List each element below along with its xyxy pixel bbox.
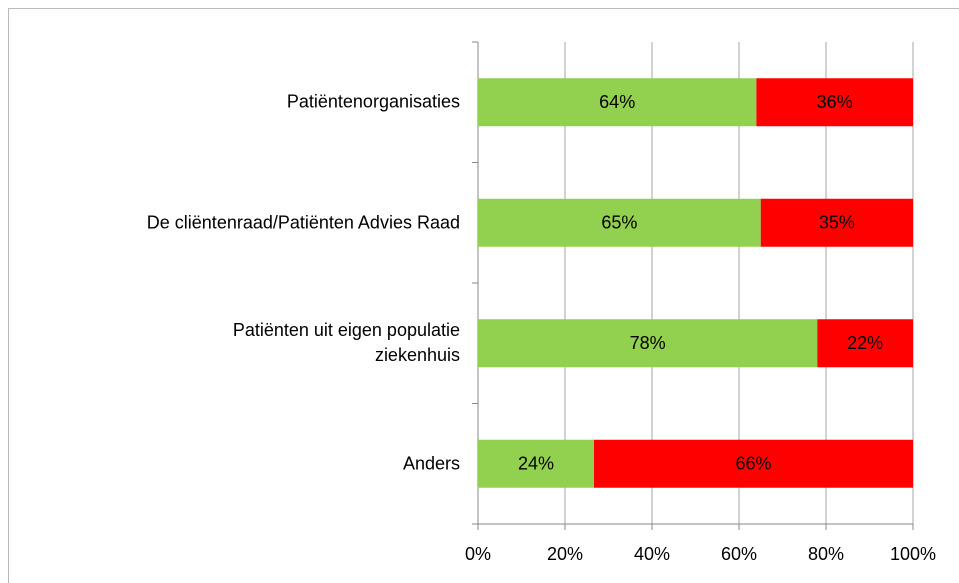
bar (478, 319, 818, 368)
x-tick-label: 100% (890, 544, 936, 564)
bar (760, 198, 913, 247)
x-tick-label: 80% (808, 544, 844, 564)
y-tick-label: Anders (402, 453, 460, 474)
chart-frame (8, 8, 959, 583)
bar (594, 439, 913, 488)
y-tick-label: De cliëntenraad/Patiënten Advies Raad (146, 212, 460, 233)
data-label: 64% (599, 92, 635, 112)
x-tick-label: 0% (465, 544, 491, 564)
bar (817, 319, 913, 368)
x-tick-label: 60% (721, 544, 757, 564)
data-label: 66% (735, 454, 771, 474)
y-tick-label: Patiënten uit eigen populatie ziekenhuis (232, 320, 460, 366)
bar (756, 78, 913, 127)
data-label: 65% (601, 213, 637, 233)
bar (478, 198, 761, 247)
data-label: 24% (518, 454, 554, 474)
data-label: 22% (847, 333, 883, 353)
bar (478, 439, 594, 488)
y-tick-label: Patiëntenorganisaties (286, 91, 460, 112)
x-tick-label: 40% (634, 544, 670, 564)
data-label: 78% (630, 333, 666, 353)
data-label: 36% (817, 92, 853, 112)
x-tick-label: 20% (547, 544, 583, 564)
data-label: 35% (819, 213, 855, 233)
bar (478, 78, 757, 127)
